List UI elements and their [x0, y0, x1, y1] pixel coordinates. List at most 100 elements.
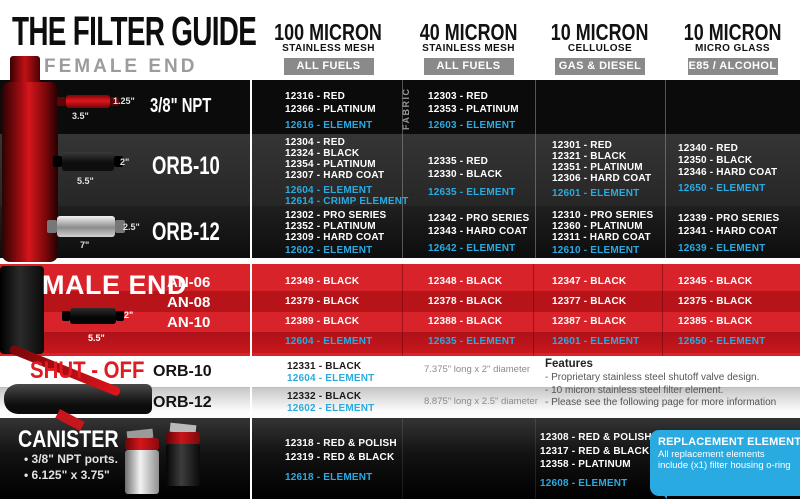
parts-cell: 12302 - PRO SERIES 12352 - PLATINUM 1230…	[285, 210, 386, 256]
part-number: 12331 - BLACK	[287, 361, 362, 372]
feature-item: - Please see the following page for more…	[545, 397, 777, 408]
column-divider	[402, 80, 403, 258]
part-number: 12387 - BLACK	[552, 316, 627, 327]
fuel-badge: ALL FUELS	[423, 58, 514, 75]
column-divider	[533, 264, 534, 356]
parts-cell: 12378 - BLACK	[428, 296, 502, 307]
shutoff-valve-photo	[4, 384, 152, 414]
part-number: 12352 - PLATINUM	[285, 221, 376, 232]
column-header-40-micron: 40 MICRON STAINLESS MESH ALL FUELS	[402, 21, 535, 75]
parts-cell: 12377 - BLACK	[552, 296, 626, 307]
parts-cell: 12601 - ELEMENT	[552, 336, 639, 347]
orb10-filter-image	[62, 152, 114, 171]
parts-cell: 12379 - BLACK	[285, 296, 359, 307]
orb12-filter-image	[57, 216, 115, 237]
part-number: 12340 - RED	[678, 143, 739, 154]
part-number: 12335 - RED	[428, 156, 489, 167]
canister-red-cap-image	[166, 432, 200, 444]
row-label-orb10: ORB-10	[152, 152, 220, 180]
part-number: 12354 - PLATINUM	[285, 159, 376, 170]
orb10-diameter-label: 2"	[120, 157, 130, 167]
row-label-orb12: ORB-12	[152, 218, 220, 246]
part-number: 12388 - BLACK	[428, 316, 503, 327]
element-part-number: 12616 - ELEMENT	[285, 120, 373, 131]
part-number: 12310 - PRO SERIES	[552, 210, 654, 221]
parts-cell: 12387 - BLACK	[552, 316, 626, 327]
part-number: 12319 - RED & BLACK	[285, 452, 395, 463]
shutoff-orb10-dimensions: 7.375" long x 2" diameter	[424, 364, 531, 375]
npt-length-label: 3.5"	[72, 111, 89, 121]
callout-title: REPLACEMENT ELEMENTS	[658, 436, 800, 448]
media-type: STAINLESS MESH	[422, 43, 515, 54]
part-number: 12311 - HARD COAT	[552, 232, 651, 243]
part-number: 12360 - PLATINUM	[552, 221, 643, 232]
part-number: 12339 - PRO SERIES	[678, 213, 780, 224]
column-divider	[662, 264, 663, 356]
element-part-number: 12602 - ELEMENT	[285, 245, 373, 256]
element-part-number: 12603 - ELEMENT	[428, 120, 516, 131]
fuel-badge: E85 / ALCOHOL	[687, 58, 778, 75]
parts-cell: 12650 - ELEMENT	[678, 336, 765, 347]
row-label-an06: AN-06	[167, 274, 211, 291]
parts-cell: 12635 - ELEMENT	[428, 336, 515, 347]
canister-heading: CANISTER	[18, 426, 119, 453]
features-heading: Features	[545, 358, 593, 370]
part-number: 12317 - RED & BLACK	[540, 445, 650, 457]
element-part-number: 12601 - ELEMENT	[552, 336, 640, 347]
part-number: 12332 - BLACK	[287, 391, 362, 402]
element-part-number: 12635 - ELEMENT	[428, 336, 516, 347]
parts-cell: 12389 - BLACK	[285, 316, 359, 327]
media-type: MICRO GLASS	[695, 43, 770, 54]
part-number: 12350 - BLACK	[678, 155, 753, 166]
parts-cell: 12304 - RED 12324 - BLACK 12354 - PLATIN…	[285, 137, 409, 207]
male-length-label: 5.5"	[88, 333, 105, 343]
shutoff-heading: SHUT - OFF	[30, 357, 145, 384]
male-fitting-photo	[0, 266, 44, 354]
features-list: - Proprietary stainless steel shutoff va…	[545, 372, 776, 410]
media-type: CELLULOSE	[567, 43, 633, 54]
male-end-heading: MALE END	[42, 270, 187, 300]
parts-cell: 12339 - PRO SERIES 12341 - HARD COAT 126…	[678, 212, 779, 255]
page-title: THE FILTER GUIDE	[12, 8, 257, 54]
row-label-an08: AN-08	[167, 294, 211, 311]
part-number: 12385 - BLACK	[678, 316, 753, 327]
part-number: 12308 - RED & POLISH	[540, 432, 652, 443]
npt-filter-cap	[57, 97, 66, 106]
part-number: 12377 - BLACK	[552, 296, 627, 307]
element-part-number: 12635 - ELEMENT	[428, 187, 516, 198]
part-number: 12358 - PLATINUM	[540, 459, 631, 470]
parts-cell: 12331 - BLACK 12604 - ELEMENT	[287, 361, 374, 384]
part-number: 12343 - HARD COAT	[428, 226, 528, 237]
element-part-number: 12610 - ELEMENT	[552, 245, 640, 256]
canister-bullet: • 3/8" NPT ports.	[24, 452, 118, 466]
part-number: 12389 - BLACK	[285, 316, 360, 327]
row-label-shutoff-orb10: ORB-10	[153, 363, 212, 380]
row-label-shutoff-orb12: ORB-12	[153, 394, 212, 411]
element-part-number: 12604 - ELEMENT	[287, 373, 375, 384]
male-filter-cap	[62, 311, 70, 321]
row-label-an10: AN-10	[167, 314, 211, 331]
female-end-heading: FEMALE END	[44, 56, 198, 77]
element-part-number: 12604 - ELEMENT	[285, 185, 373, 196]
row-label-npt: 3/8" NPT	[150, 95, 212, 117]
orb12-filter-cap	[115, 220, 125, 233]
callout-line: include (x1) filter housing o-ring	[658, 460, 791, 471]
element-part-number: 12602 - ELEMENT	[287, 403, 375, 414]
male-diameter-label: 2"	[124, 310, 134, 320]
column-header-10-micron-cellulose: 10 MICRON CELLULOSE GAS & DIESEL	[535, 21, 665, 75]
male-element-row-stripe	[0, 332, 800, 353]
parts-cell: 12349 - BLACK	[285, 276, 359, 287]
element-part-number: 12650 - ELEMENT	[678, 183, 766, 194]
male-filter-cap	[116, 311, 124, 321]
part-number: 12306 - HARD COAT	[552, 173, 652, 184]
part-number: 12304 - RED	[285, 137, 346, 148]
canister-black-body-image	[166, 444, 200, 486]
orb10-length-label: 5.5"	[77, 176, 94, 186]
part-number: 12309 - HARD COAT	[285, 232, 385, 243]
orb10-row-background	[0, 134, 800, 206]
red-filter-photo-top	[10, 56, 40, 84]
part-number: 12351 - PLATINUM	[552, 162, 643, 173]
parts-cell: 12345 - BLACK	[678, 276, 752, 287]
parts-cell: 12385 - BLACK	[678, 316, 752, 327]
parts-cell: 12308 - RED & POLISH 12317 - RED & BLACK…	[540, 431, 652, 490]
